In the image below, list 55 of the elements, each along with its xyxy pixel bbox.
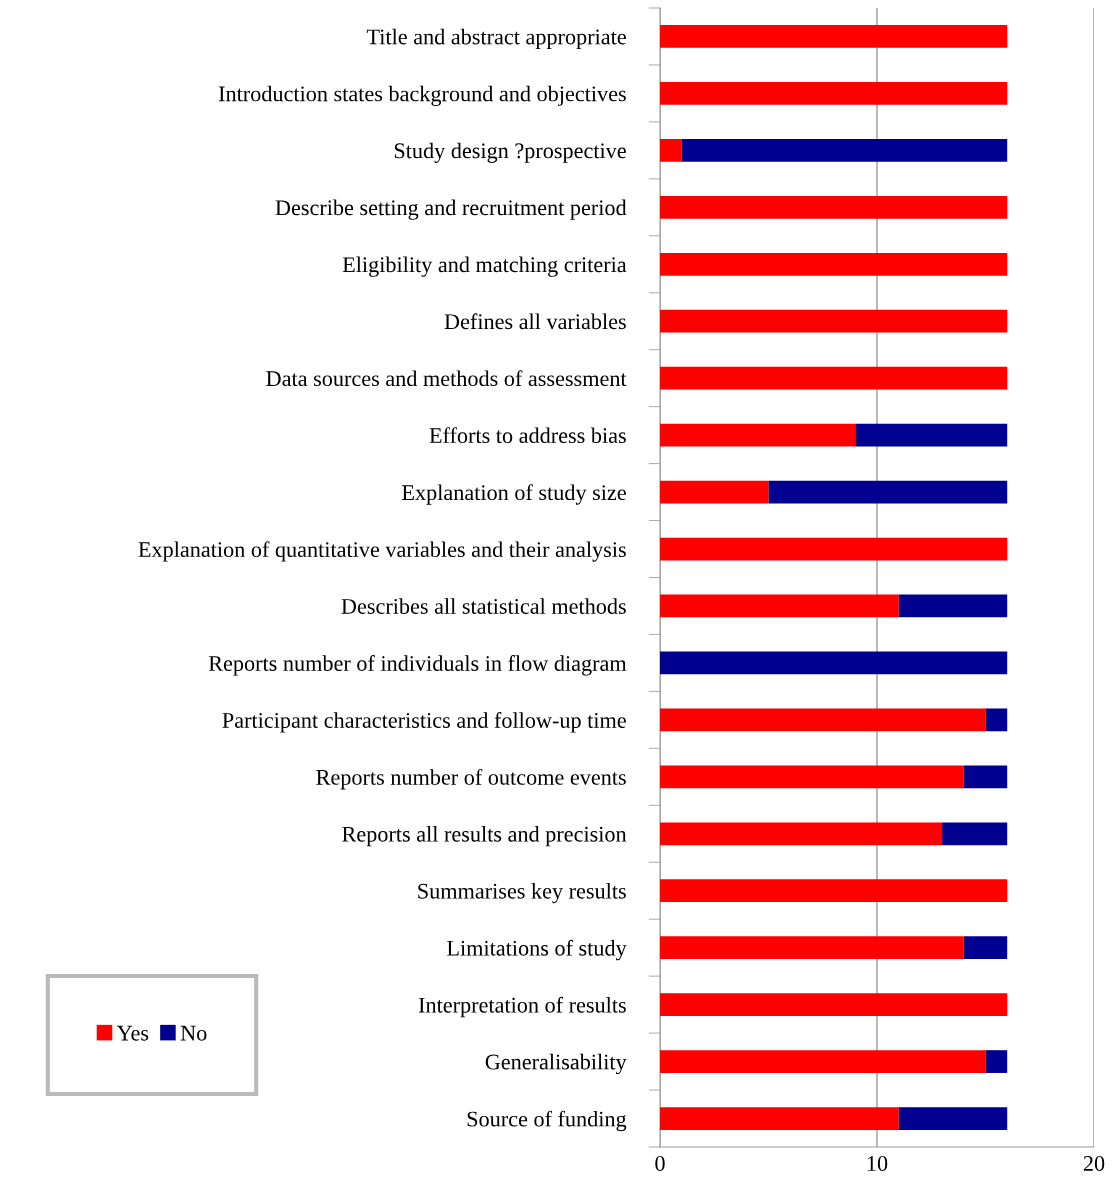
bar <box>660 1107 899 1130</box>
y-tick-label: Efforts to address bias <box>429 427 626 444</box>
y-tick-label: Reports all results and precision <box>342 826 627 847</box>
y-tick-label: Study design ?prospective <box>394 142 626 163</box>
bar <box>660 765 964 789</box>
bar <box>985 708 1008 732</box>
bar <box>855 423 1008 447</box>
y-tick-label: Title and abstract appropriate <box>366 28 626 49</box>
x-tick-label: 0 <box>655 1155 665 1171</box>
y-tick-label: Defines all variables <box>444 313 626 330</box>
y-tick-label: Reports number of outcome events <box>316 769 626 790</box>
y-tick-label: Reports number of individuals in flow diagram <box>208 655 627 676</box>
legend-label: Yes <box>116 1025 149 1041</box>
bar <box>660 195 1008 219</box>
bar <box>660 309 1008 333</box>
bar <box>660 138 682 162</box>
bar <box>898 594 1008 618</box>
bar <box>660 480 769 504</box>
bar <box>660 252 1008 276</box>
x-tick-label: 20 <box>1083 1155 1105 1171</box>
bar <box>660 936 964 960</box>
y-tick-label: Summarises key results <box>418 883 626 904</box>
y-tick-label: Describe setting and recruitment period <box>275 199 627 220</box>
bar <box>963 765 1008 789</box>
bar <box>963 936 1008 960</box>
bar <box>660 1050 986 1073</box>
y-tick-label: Participant characteristics and follow-up time <box>222 712 626 733</box>
y-tick-label: Source of funding <box>467 1110 627 1132</box>
y-tick-label: Limitations of study <box>447 939 627 961</box>
bar <box>660 537 1008 561</box>
bar <box>898 1107 1008 1130</box>
bar <box>660 594 899 618</box>
x-tick-label: 10 <box>867 1155 888 1171</box>
bar <box>985 1050 1008 1073</box>
y-tick-label: Interpretation of results <box>418 996 626 1018</box>
bar <box>660 822 943 846</box>
bar <box>681 138 1008 162</box>
legend-label: No <box>180 1025 207 1041</box>
bar <box>768 480 1008 504</box>
bar <box>660 993 1008 1017</box>
y-tick-label: Describes all statistical methods <box>341 598 626 614</box>
bar <box>942 822 1008 846</box>
bar <box>660 651 1008 675</box>
y-tick-label: Eligibility and matching criteria <box>342 256 627 277</box>
y-tick-label: Introduction states background and objectives <box>218 85 626 106</box>
bar <box>660 879 1008 903</box>
bar <box>660 366 1008 390</box>
bar <box>660 25 1008 48</box>
y-tick-label: Generalisability <box>485 1053 627 1075</box>
bar <box>660 82 1008 105</box>
bar <box>660 708 986 732</box>
y-tick-label: Data sources and methods of assessment <box>266 370 627 387</box>
y-tick-label: Explanation of quantitative variables and their analysis <box>138 541 626 562</box>
bar <box>660 423 856 447</box>
y-tick-label: Explanation of study size <box>402 484 626 505</box>
